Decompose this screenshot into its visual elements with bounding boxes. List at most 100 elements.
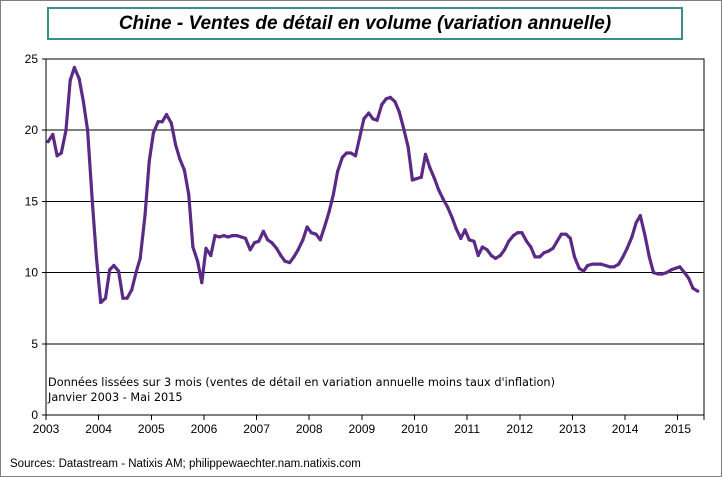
chart-title: Chine - Ventes de détail en volume (vari…	[47, 7, 683, 40]
data-point	[367, 111, 371, 115]
data-point	[108, 268, 112, 272]
data-point	[599, 262, 603, 266]
data-point	[441, 197, 445, 201]
data-point	[235, 234, 239, 238]
data-point	[651, 271, 656, 275]
data-point	[388, 95, 392, 99]
data-point	[630, 235, 634, 239]
data-point	[590, 262, 595, 266]
data-point	[314, 232, 318, 236]
data-point	[463, 228, 467, 232]
data-point	[691, 286, 695, 290]
x-tick-label-2007: 2007	[243, 422, 270, 436]
data-point	[656, 272, 660, 276]
data-point	[572, 255, 577, 259]
y-tick-label-20: 20	[25, 123, 39, 137]
data-point	[230, 234, 234, 238]
data-point	[121, 296, 125, 300]
data-point	[612, 265, 616, 269]
data-point	[617, 262, 621, 266]
data-point	[665, 271, 669, 275]
data-point	[322, 225, 327, 229]
data-point	[301, 238, 305, 242]
data-point	[169, 121, 173, 125]
x-tick-label-2012: 2012	[506, 422, 533, 436]
data-point	[406, 145, 410, 149]
x-tick-label-2008: 2008	[296, 422, 323, 436]
x-tick-label-2010: 2010	[401, 422, 428, 436]
data-point	[99, 300, 103, 305]
data-point	[81, 100, 85, 104]
data-point	[362, 117, 366, 121]
data-point	[375, 118, 379, 122]
x-tick-label-2011: 2011	[454, 422, 480, 436]
data-point	[112, 263, 116, 268]
data-point	[498, 253, 502, 258]
data-point	[371, 117, 375, 121]
data-point	[64, 128, 68, 132]
data-point	[72, 65, 76, 70]
data-point	[687, 276, 691, 280]
data-point	[248, 248, 252, 252]
y-tick-label-15: 15	[25, 194, 39, 208]
data-point	[147, 159, 151, 164]
annotation-line-2: Janvier 2003 - Mai 2015	[47, 391, 183, 404]
data-point	[604, 263, 608, 268]
data-point	[621, 255, 625, 259]
data-point	[647, 255, 651, 259]
data-point	[156, 120, 160, 124]
data-point	[243, 236, 248, 240]
data-point	[318, 238, 322, 242]
data-point	[327, 209, 331, 213]
data-point	[358, 135, 362, 139]
data-point	[86, 128, 90, 132]
x-tick-label-2015: 2015	[664, 422, 691, 436]
data-point	[138, 256, 142, 260]
data-point	[252, 241, 257, 245]
data-point	[551, 246, 555, 250]
data-point	[401, 125, 405, 129]
data-point	[674, 266, 678, 270]
data-point	[625, 246, 629, 250]
x-tick-label-2004: 2004	[85, 422, 112, 436]
data-point	[516, 231, 520, 235]
data-point	[204, 246, 208, 250]
data-point	[432, 177, 437, 181]
data-point	[380, 103, 384, 107]
data-point	[336, 169, 340, 174]
data-point	[217, 235, 221, 239]
data-point	[450, 215, 454, 219]
annotation-line-1: Données lissées sur 3 mois (ventes de dé…	[48, 376, 555, 389]
data-point	[261, 229, 265, 233]
data-point	[200, 281, 204, 285]
data-point	[68, 78, 72, 82]
data-point	[696, 289, 700, 293]
data-point	[428, 165, 432, 169]
data-point	[196, 259, 200, 263]
data-point	[546, 249, 550, 253]
data-point	[103, 296, 108, 300]
data-point	[125, 296, 129, 300]
series-line-0	[46, 65, 700, 305]
data-point	[564, 232, 568, 236]
data-point	[459, 236, 463, 240]
y-tick-label-5: 5	[31, 337, 38, 351]
x-tick-label-2009: 2009	[348, 422, 375, 436]
data-point	[173, 142, 178, 146]
data-point	[296, 248, 300, 252]
data-point	[634, 221, 638, 225]
data-point	[529, 245, 533, 249]
data-point	[454, 226, 458, 231]
data-point	[472, 239, 476, 243]
data-point	[134, 271, 138, 275]
data-point	[164, 112, 169, 117]
data-point	[507, 239, 511, 243]
data-point	[226, 235, 230, 239]
data-point	[257, 239, 261, 243]
data-point	[309, 231, 313, 235]
data-point	[191, 245, 195, 249]
x-tick-label-2003: 2003	[33, 422, 60, 436]
data-point	[502, 248, 507, 252]
